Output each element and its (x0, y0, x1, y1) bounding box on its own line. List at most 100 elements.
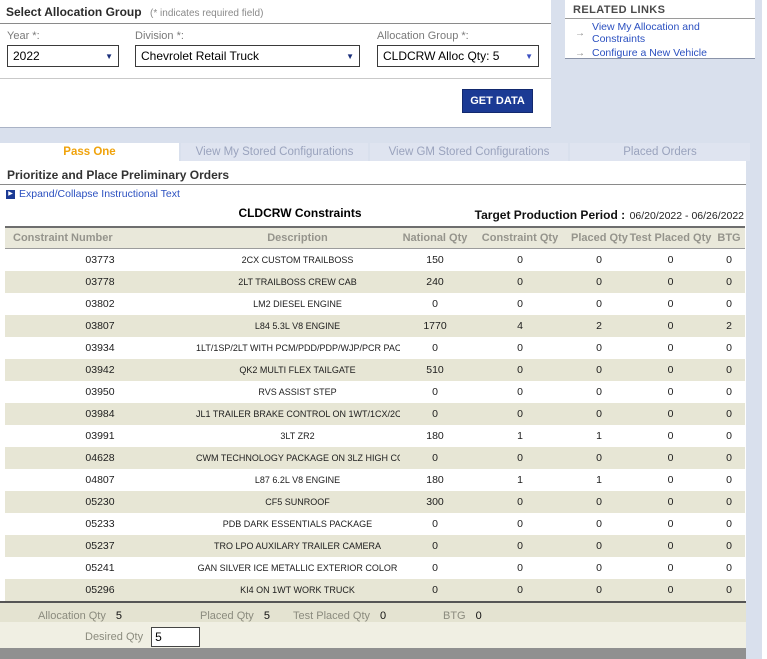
constraint-qty-cell: 0 (517, 452, 523, 464)
summary-btg: BTG 0 (443, 606, 482, 624)
allocation-group-select[interactable]: CLDCRW Alloc Qty: 5 ▼ (377, 45, 539, 67)
description-column-header: Description (195, 226, 400, 249)
related-link-row: → Configure a New Vehicle (565, 45, 755, 59)
test-placed-qty-cell: 0 (667, 474, 674, 486)
description-cell: CF5 SUNROOF (265, 497, 330, 507)
test-placed-qty-column-header: Test Placed Qty (628, 226, 713, 249)
btg-cell: 0 (726, 584, 732, 596)
constraint-qty-cell: 0 (517, 518, 523, 530)
national-qty-cell: 300 (426, 496, 444, 508)
tab-pass-one[interactable]: Pass One (0, 143, 179, 161)
summary-test-placed-qty: Test Placed Qty 0 (293, 606, 386, 624)
tab-view-my-stored-configurations[interactable]: View My Stored Configurations (181, 143, 368, 161)
btg-cell: 0 (726, 408, 732, 420)
national-qty-cell: 0 (432, 386, 438, 398)
btg-cell: 0 (726, 386, 732, 398)
constraint-qty-cell: 0 (517, 562, 523, 574)
constraint-number-cell: 03950 (85, 386, 115, 398)
table-row: 03991 3LT ZR2 180 1 1 0 0 (5, 425, 745, 447)
national-qty-cell: 240 (426, 276, 444, 288)
chevron-down-icon: ▼ (105, 51, 113, 61)
constraint-number-cell: 03778 (85, 276, 115, 288)
constraint-qty-cell: 0 (517, 276, 523, 288)
table-row: 05237 TRO LPO AUXILARY TRAILER CAMERA 0 0 0 0… (5, 535, 745, 557)
related-link-view-my-allocation-and-constraints[interactable]: View My Allocation and Constraints (592, 21, 700, 45)
placed-qty-cell: 0 (596, 562, 602, 574)
placed-qty-cell: 0 (596, 496, 602, 508)
btg-cell: 0 (726, 342, 732, 354)
constraint-number-cell: 04628 (85, 452, 115, 464)
btg-cell: 0 (726, 562, 732, 574)
division-label: Division *: (135, 30, 184, 42)
instructional-text-toggle[interactable]: ▶ Expand/Collapse Instructional Text (0, 185, 746, 200)
table-row: 03802 LM2 DIESEL ENGINE 0 0 0 0 0 (5, 293, 745, 315)
test-placed-qty-cell: 0 (667, 364, 674, 376)
placed-qty-cell: 0 (596, 540, 602, 552)
national-qty-cell: 0 (432, 342, 438, 354)
table-row: 03984 JL1 TRAILER BRAKE CONTROL ON 1WT/1C… (5, 403, 745, 425)
table-row: 03934 1LT/1SP/2LT WITH PCM/PDD/PDP/WJP/PC… (5, 337, 745, 359)
constraint-qty-cell: 0 (517, 364, 523, 376)
description-cell: GAN SILVER ICE METALLIC EXTERIOR COLOR (197, 563, 398, 573)
test-placed-qty-cell: 0 (667, 518, 674, 530)
table-row: 03950 RVS ASSIST STEP 0 0 0 0 0 (5, 381, 745, 403)
desired-qty-label: Desired Qty (85, 631, 144, 643)
constraint-number-cell: 03807 (85, 320, 115, 332)
description-cell: QK2 MULTI FLEX TAILGATE (239, 365, 356, 375)
constraint-qty-cell: 0 (517, 298, 523, 310)
chevron-down-icon: ▼ (346, 51, 354, 61)
placed-qty-column-header: Placed Qty (570, 226, 628, 249)
tab-view-gm-stored-configurations[interactable]: View GM Stored Configurations (370, 143, 568, 161)
desired-qty-input[interactable] (151, 627, 201, 647)
placed-qty-cell: 0 (596, 342, 602, 354)
page-title: Prioritize and Place Preliminary Orders (0, 161, 746, 185)
division-select[interactable]: Chevrolet Retail Truck ▼ (135, 45, 360, 67)
year-select[interactable]: 2022 ▼ (7, 45, 119, 67)
constraint-number-cell: 03991 (85, 430, 115, 442)
summary-label: Allocation Qty (38, 610, 106, 622)
btg-cell: 2 (726, 320, 732, 332)
national-qty-cell: 0 (432, 408, 438, 420)
table-row: 03778 2LT TRAILBOSS CREW CAB 240 0 0 0 0 (5, 271, 745, 293)
test-placed-qty-cell: 0 (667, 320, 674, 332)
related-link-configure-a-new-vehicle[interactable]: Configure a New Vehicle (592, 47, 707, 59)
constraint-qty-cell: 1 (517, 430, 523, 442)
test-placed-qty-cell: 0 (667, 452, 674, 464)
constraint-number-cell: 05237 (85, 540, 115, 552)
summary-value: 5 (263, 610, 270, 622)
placed-qty-cell: 0 (596, 452, 602, 464)
related-link-row: → View My Allocation and Constraints (565, 19, 755, 45)
form-section-title: Select Allocation Group (6, 5, 142, 19)
table-row: 05230 CF5 SUNROOF 300 0 0 0 0 (5, 491, 745, 513)
test-placed-qty-cell: 0 (667, 562, 674, 574)
instructional-text-link: Expand/Collapse Instructional Text (19, 188, 180, 200)
constraint-qty-column-header: Constraint Qty (470, 226, 570, 249)
expand-arrow-icon: ▶ (6, 189, 15, 199)
national-qty-cell: 510 (426, 364, 444, 376)
test-placed-qty-cell: 0 (667, 496, 674, 508)
summary-placed-qty: Placed Qty 5 (200, 606, 270, 624)
desired-qty-row: Desired Qty (0, 622, 746, 647)
constraint-number-cell: 03934 (85, 342, 115, 354)
summary-label: Test Placed Qty (293, 610, 371, 622)
national-qty-cell: 1770 (423, 320, 447, 332)
btg-cell: 0 (726, 254, 732, 266)
placed-qty-cell: 0 (596, 276, 602, 288)
description-cell: L87 6.2L V8 ENGINE (254, 475, 341, 485)
btg-cell: 0 (726, 430, 732, 442)
table-header-row: Constraint Number Description National Qty… (5, 226, 745, 249)
constraints-table-title: CLDCRW Constraints (238, 206, 362, 220)
tab-placed-orders[interactable]: Placed Orders (570, 143, 750, 161)
placed-qty-cell: 0 (596, 364, 602, 376)
table-row: 04807 L87 6.2L V8 ENGINE 180 1 1 0 0 (5, 469, 745, 491)
placed-qty-cell: 0 (596, 408, 602, 420)
division-select-value: Chevrolet Retail Truck (141, 49, 260, 63)
table-title-row: CLDCRW Constraints Target Production Per… (0, 200, 746, 226)
get-data-button[interactable]: GET DATA (462, 89, 533, 113)
constraint-number-cell: 03802 (85, 298, 115, 310)
constraint-number-cell: 05233 (85, 518, 115, 530)
constraint-qty-cell: 0 (517, 386, 523, 398)
description-cell: KI4 ON 1WT WORK TRUCK (240, 585, 355, 595)
description-cell: CWM TECHNOLOGY PACKAGE ON 3LZ HIGH COUNT… (196, 453, 400, 463)
arrow-right-icon: → (575, 47, 585, 59)
